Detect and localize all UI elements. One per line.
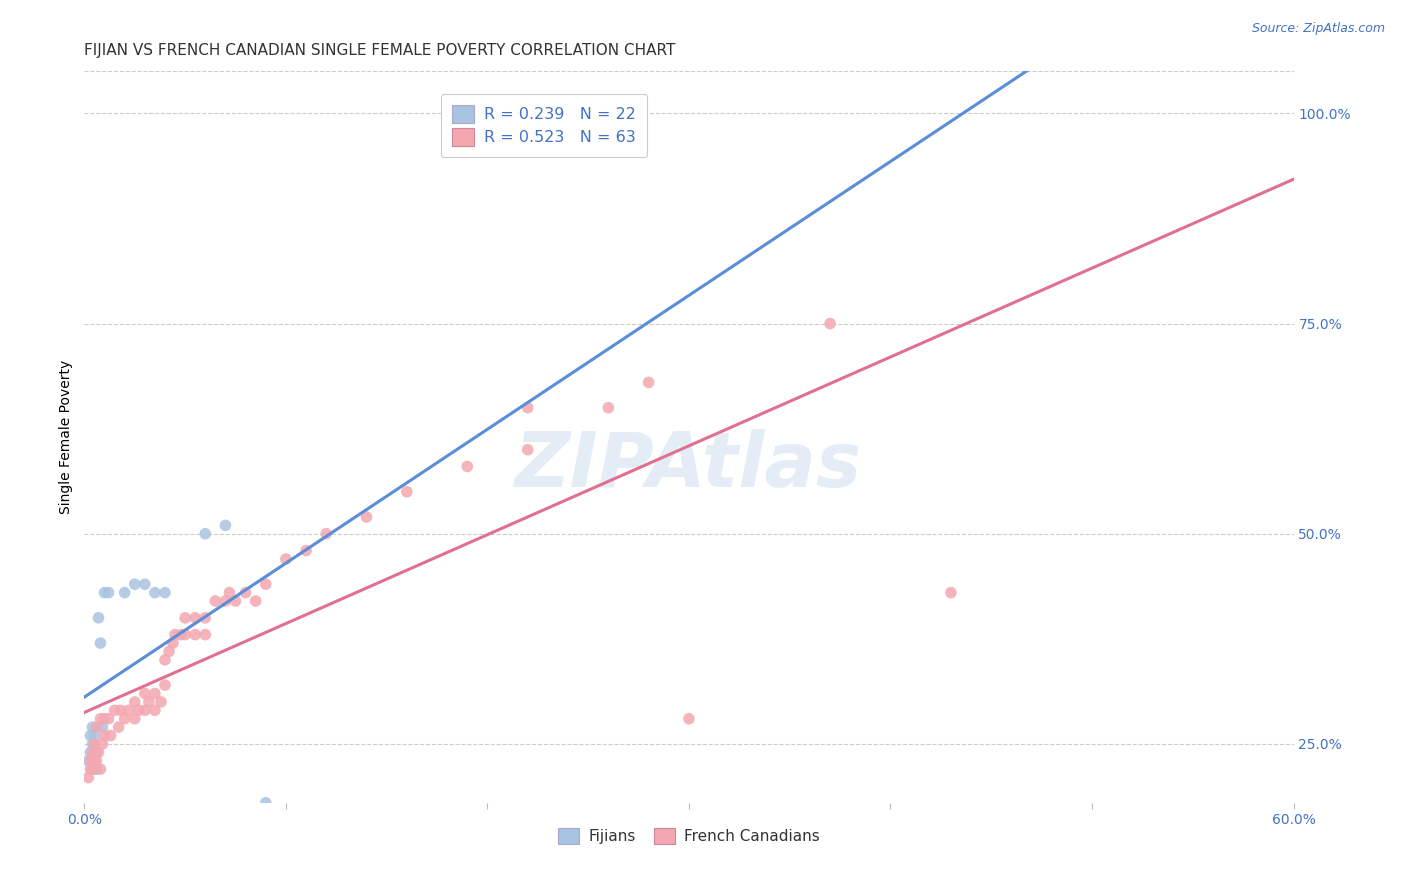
Point [456, 459, 478, 474]
Point [516, 401, 538, 415]
Point [274, 552, 297, 566]
Point [149, 695, 172, 709]
Point [356, 510, 378, 524]
Point [138, 695, 160, 709]
Point [162, 636, 184, 650]
Point [86, 754, 108, 768]
Point [124, 712, 146, 726]
Point [245, 594, 267, 608]
Point [678, 712, 700, 726]
Point [118, 703, 141, 717]
Point [254, 577, 277, 591]
Point [79, 754, 101, 768]
Point [86, 720, 108, 734]
Point [79, 729, 101, 743]
Point [110, 703, 132, 717]
Point [143, 686, 166, 700]
Point [82, 720, 104, 734]
Point [637, 376, 659, 390]
Point [89, 762, 111, 776]
Point [153, 585, 176, 599]
Text: FIJIAN VS FRENCH CANADIAN SINGLE FEMALE POVERTY CORRELATION CHART: FIJIAN VS FRENCH CANADIAN SINGLE FEMALE … [84, 43, 676, 58]
Point [82, 762, 104, 776]
Point [153, 653, 176, 667]
Point [598, 401, 620, 415]
Text: ZIPAtlas: ZIPAtlas [515, 429, 863, 503]
Point [134, 577, 156, 591]
Point [174, 627, 197, 641]
Point [194, 526, 217, 541]
Point [86, 762, 108, 776]
Point [134, 703, 156, 717]
Point [100, 729, 122, 743]
Point [165, 627, 187, 641]
Point [235, 585, 257, 599]
Point [83, 762, 105, 776]
Y-axis label: Single Female Poverty: Single Female Poverty [59, 360, 73, 514]
Point [79, 745, 101, 759]
Point [91, 720, 114, 734]
Point [77, 754, 100, 768]
Point [89, 712, 111, 726]
Point [184, 611, 207, 625]
Point [79, 762, 101, 776]
Point [134, 686, 156, 700]
Point [114, 585, 136, 599]
Point [128, 703, 150, 717]
Point [82, 745, 104, 759]
Point [395, 484, 418, 499]
Point [91, 737, 114, 751]
Point [87, 745, 110, 759]
Point [107, 720, 129, 734]
Point [104, 703, 127, 717]
Point [214, 594, 236, 608]
Point [97, 585, 120, 599]
Point [295, 543, 318, 558]
Point [157, 644, 180, 658]
Point [516, 442, 538, 457]
Point [818, 317, 841, 331]
Point [83, 754, 105, 768]
Point [93, 585, 115, 599]
Point [143, 585, 166, 599]
Point [82, 737, 104, 751]
Point [225, 594, 247, 608]
Point [254, 796, 277, 810]
Point [204, 594, 226, 608]
Point [77, 771, 100, 785]
Point [124, 695, 146, 709]
Point [174, 611, 197, 625]
Point [184, 627, 207, 641]
Text: Source: ZipAtlas.com: Source: ZipAtlas.com [1251, 22, 1385, 36]
Point [170, 627, 193, 641]
Point [153, 678, 176, 692]
Point [97, 712, 120, 726]
Point [89, 636, 111, 650]
Point [124, 577, 146, 591]
Point [939, 585, 962, 599]
Point [83, 737, 105, 751]
Legend: Fijians, French Canadians: Fijians, French Canadians [551, 822, 827, 850]
Point [93, 729, 115, 743]
Point [218, 585, 240, 599]
Point [315, 526, 337, 541]
Point [83, 729, 105, 743]
Point [86, 745, 108, 759]
Point [87, 611, 110, 625]
Point [93, 712, 115, 726]
Point [214, 518, 236, 533]
Point [194, 627, 217, 641]
Point [194, 611, 217, 625]
Point [143, 703, 166, 717]
Point [114, 712, 136, 726]
